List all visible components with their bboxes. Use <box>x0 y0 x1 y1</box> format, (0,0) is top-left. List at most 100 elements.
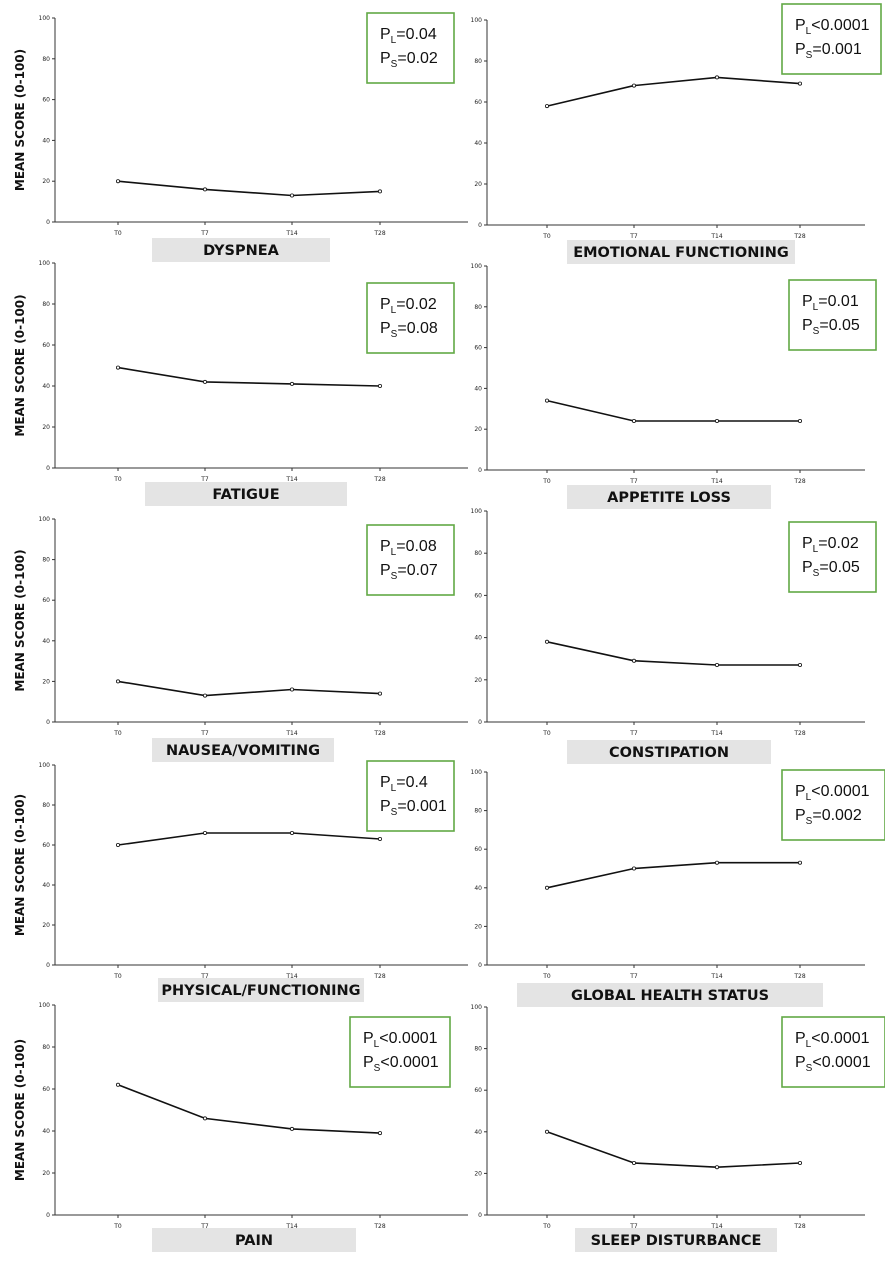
y-tick-label: 20 <box>42 1170 50 1177</box>
p-subscript: L <box>813 302 819 313</box>
series-line <box>117 366 381 387</box>
p-symbol: P <box>363 1030 374 1047</box>
y-tick-label: 40 <box>42 137 50 144</box>
p-value-text: PS<0.0001 <box>795 1054 871 1074</box>
data-point <box>715 860 720 865</box>
p-symbol: P <box>802 293 813 310</box>
data-point <box>632 866 637 871</box>
panel-nausea-vomiting: 0 20 40 60 80 100 T0 T7 T14 T28 MEAN SCORE (0-100)… <box>13 516 468 762</box>
p-value: =0.001 <box>397 798 446 815</box>
y-tick-label: 40 <box>474 635 482 642</box>
panel-title: APPETITE LOSS <box>607 490 731 506</box>
p-symbol: P <box>795 1030 806 1047</box>
caption-bar <box>152 238 330 262</box>
y-tick-label: 80 <box>474 304 482 311</box>
caption-bar <box>567 485 771 509</box>
p-value-text: PS=0.001 <box>380 798 447 818</box>
series-line <box>546 861 800 889</box>
panel-emotional-functioning: 0 20 40 60 80 100 T0 T7 T14 T28 EMOTIONAL FUNCTION… <box>471 3 882 264</box>
x-tick-label: T28 <box>373 973 385 980</box>
y-tick-label: 100 <box>39 516 51 523</box>
p-symbol: P <box>795 17 806 34</box>
panel-title: FATIGUE <box>212 487 279 503</box>
data-point <box>202 379 207 384</box>
y-tick-label: 20 <box>42 424 50 431</box>
y-tick-label: 80 <box>42 802 50 809</box>
data-point <box>289 381 294 386</box>
p-value-text: PS=0.08 <box>380 320 438 340</box>
data-point <box>289 831 294 836</box>
y-tick-label: 100 <box>471 508 483 515</box>
p-subscript: S <box>391 329 398 340</box>
data-point <box>632 83 637 88</box>
data-point <box>715 418 720 423</box>
p-value-text: PS=0.002 <box>795 807 862 827</box>
p-symbol: P <box>380 296 391 313</box>
y-tick-label: 100 <box>39 1002 51 1009</box>
p-value-box-frame <box>781 769 885 841</box>
x-tick-label: T7 <box>629 478 638 485</box>
x-tick-label: T7 <box>200 973 209 980</box>
p-value: =0.05 <box>819 317 860 334</box>
p-value: <0.0001 <box>811 17 869 34</box>
p-subscript: S <box>806 50 813 61</box>
y-tick-label: 80 <box>474 1046 482 1053</box>
y-axis-title: MEAN SCORE (0-100) <box>13 549 27 691</box>
p-value: =0.04 <box>396 26 437 43</box>
data-point <box>798 1161 803 1166</box>
y-tick-label: 60 <box>474 846 482 853</box>
p-value: <0.0001 <box>811 783 869 800</box>
y-tick-label: 80 <box>474 58 482 65</box>
p-symbol: P <box>380 774 391 791</box>
data-point <box>202 1116 207 1121</box>
y-tick-label: 100 <box>471 263 483 270</box>
y-axis-title: MEAN SCORE (0-100) <box>13 794 27 936</box>
y-tick-label: 0 <box>478 1212 482 1219</box>
p-value-box-frame <box>366 524 455 596</box>
p-symbol: P <box>380 50 391 67</box>
y-tick-label: 60 <box>42 597 50 604</box>
data-point <box>202 187 207 192</box>
x-tick-label: T7 <box>629 973 638 980</box>
p-value-text: PL=0.04 <box>380 26 437 46</box>
y-axis-title: MEAN SCORE (0-100) <box>13 49 27 191</box>
y-tick-label: 60 <box>42 97 50 104</box>
x-tick-label: T28 <box>793 730 805 737</box>
p-value-box-frame <box>349 1016 451 1088</box>
y-tick-label: 0 <box>478 719 482 726</box>
panel-title: DYSPNEA <box>203 243 280 259</box>
data-point <box>116 679 121 684</box>
data-point <box>715 663 720 668</box>
p-value-text: PL<0.0001 <box>363 1030 438 1050</box>
x-tick-label: T0 <box>542 478 551 485</box>
data-point <box>632 658 637 663</box>
p-subscript: L <box>391 547 397 558</box>
x-tick-label: T7 <box>200 476 209 483</box>
p-symbol: P <box>795 807 806 824</box>
x-tick-label: T14 <box>285 973 297 980</box>
y-tick-label: 100 <box>471 769 483 776</box>
p-value: =0.05 <box>819 559 860 576</box>
x-tick-label: T7 <box>629 233 638 240</box>
series-line <box>546 76 801 107</box>
x-tick-label: T0 <box>113 476 122 483</box>
y-tick-label: 20 <box>474 1170 482 1177</box>
data-point <box>545 885 550 890</box>
x-tick-label: T0 <box>542 730 551 737</box>
data-point <box>202 693 207 698</box>
p-symbol: P <box>380 562 391 579</box>
x-tick-label: T28 <box>373 730 385 737</box>
data-point <box>377 1131 382 1136</box>
p-subscript: L <box>374 1039 380 1050</box>
p-value-text: PL=0.08 <box>380 538 437 558</box>
panel-title: NAUSEA/VOMITING <box>166 743 320 759</box>
y-tick-label: 0 <box>46 962 50 969</box>
panel-title: EMOTIONAL FUNCTIONING <box>573 245 789 261</box>
data-point <box>545 639 550 644</box>
p-value-box-frame <box>366 282 455 354</box>
p-value-text: PS=0.07 <box>380 562 438 582</box>
p-value-text: PL<0.0001 <box>795 17 870 37</box>
